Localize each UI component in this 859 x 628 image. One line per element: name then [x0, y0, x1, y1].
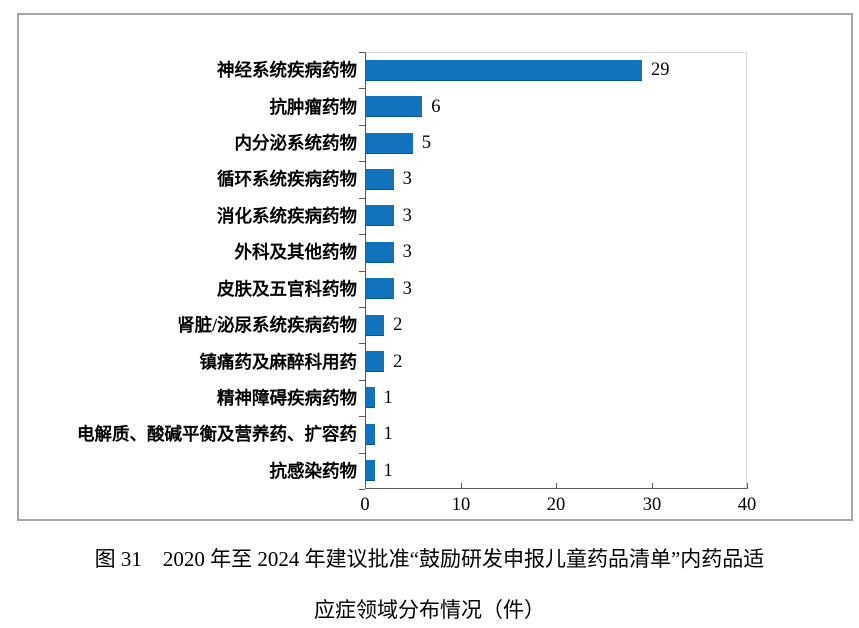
category-label: 消化系统疾病药物	[217, 205, 357, 226]
x-tick-label: 0	[360, 495, 370, 515]
y-axis-tick	[359, 125, 365, 126]
value-label: 1	[383, 460, 393, 481]
category-label: 肾脏/泌尿系统疾病药物	[177, 315, 357, 336]
bar	[366, 241, 394, 263]
bar	[366, 423, 375, 445]
value-label: 29	[650, 60, 670, 81]
value-label: 1	[383, 424, 393, 445]
value-label: 3	[402, 169, 412, 190]
y-axis-tick	[359, 52, 365, 53]
category-label: 外科及其他药物	[234, 242, 358, 263]
bar	[366, 59, 642, 81]
value-label: 3	[402, 205, 412, 226]
y-axis-tick	[359, 416, 365, 417]
y-axis-tick	[359, 161, 365, 162]
x-axis-tick	[365, 483, 366, 489]
category-label: 循环系统疾病药物	[217, 169, 357, 190]
bar	[366, 278, 394, 300]
category-label: 抗感染药物	[269, 460, 358, 481]
value-label: 2	[393, 315, 403, 336]
x-axis-tick	[747, 483, 748, 489]
y-axis-tick	[359, 453, 365, 454]
y-axis-tick	[359, 307, 365, 308]
value-label: 1	[383, 387, 393, 408]
x-tick-label: 40	[737, 495, 757, 515]
bar	[366, 387, 375, 409]
bar	[366, 132, 413, 154]
category-label: 抗肿瘤药物	[269, 96, 358, 117]
figure-caption-line-1: 图 31 2020 年至 2024 年建议批准“鼓励研发申报儿童药品清单”内药品…	[94, 547, 765, 571]
x-tick-label: 30	[642, 495, 662, 515]
y-axis-tick	[359, 380, 365, 381]
y-axis-tick	[359, 198, 365, 199]
bar	[366, 314, 385, 336]
category-label: 内分泌系统药物	[234, 133, 358, 154]
x-axis-tick	[461, 483, 462, 489]
y-axis-tick	[359, 88, 365, 89]
y-axis-tick	[359, 234, 365, 235]
category-label: 电解质、酸碱平衡及营养药、扩容药	[77, 424, 357, 445]
bar	[366, 205, 394, 227]
y-axis-tick	[359, 489, 365, 490]
category-label: 镇痛药及麻醉科用药	[199, 351, 358, 372]
bar	[366, 96, 423, 118]
y-axis-tick	[359, 343, 365, 344]
bar	[366, 168, 394, 190]
x-axis-tick	[652, 483, 653, 489]
y-axis-tick	[359, 271, 365, 272]
category-label: 精神障碍疾病药物	[217, 387, 357, 408]
value-label: 3	[402, 242, 412, 263]
category-label: 神经系统疾病药物	[217, 60, 357, 81]
value-label: 2	[393, 351, 403, 372]
value-label: 6	[431, 96, 441, 117]
x-tick-label: 20	[546, 495, 566, 515]
value-label: 3	[402, 278, 412, 299]
figure-caption-line-2: 应症领域分布情况（件）	[314, 598, 545, 622]
chart-frame	[17, 13, 853, 521]
category-label: 皮肤及五官科药物	[217, 278, 357, 299]
plot-area	[365, 52, 747, 489]
x-tick-label: 10	[451, 495, 471, 515]
x-axis-tick	[556, 483, 557, 489]
bar	[366, 460, 375, 482]
value-label: 5	[421, 133, 431, 154]
bar	[366, 351, 385, 373]
